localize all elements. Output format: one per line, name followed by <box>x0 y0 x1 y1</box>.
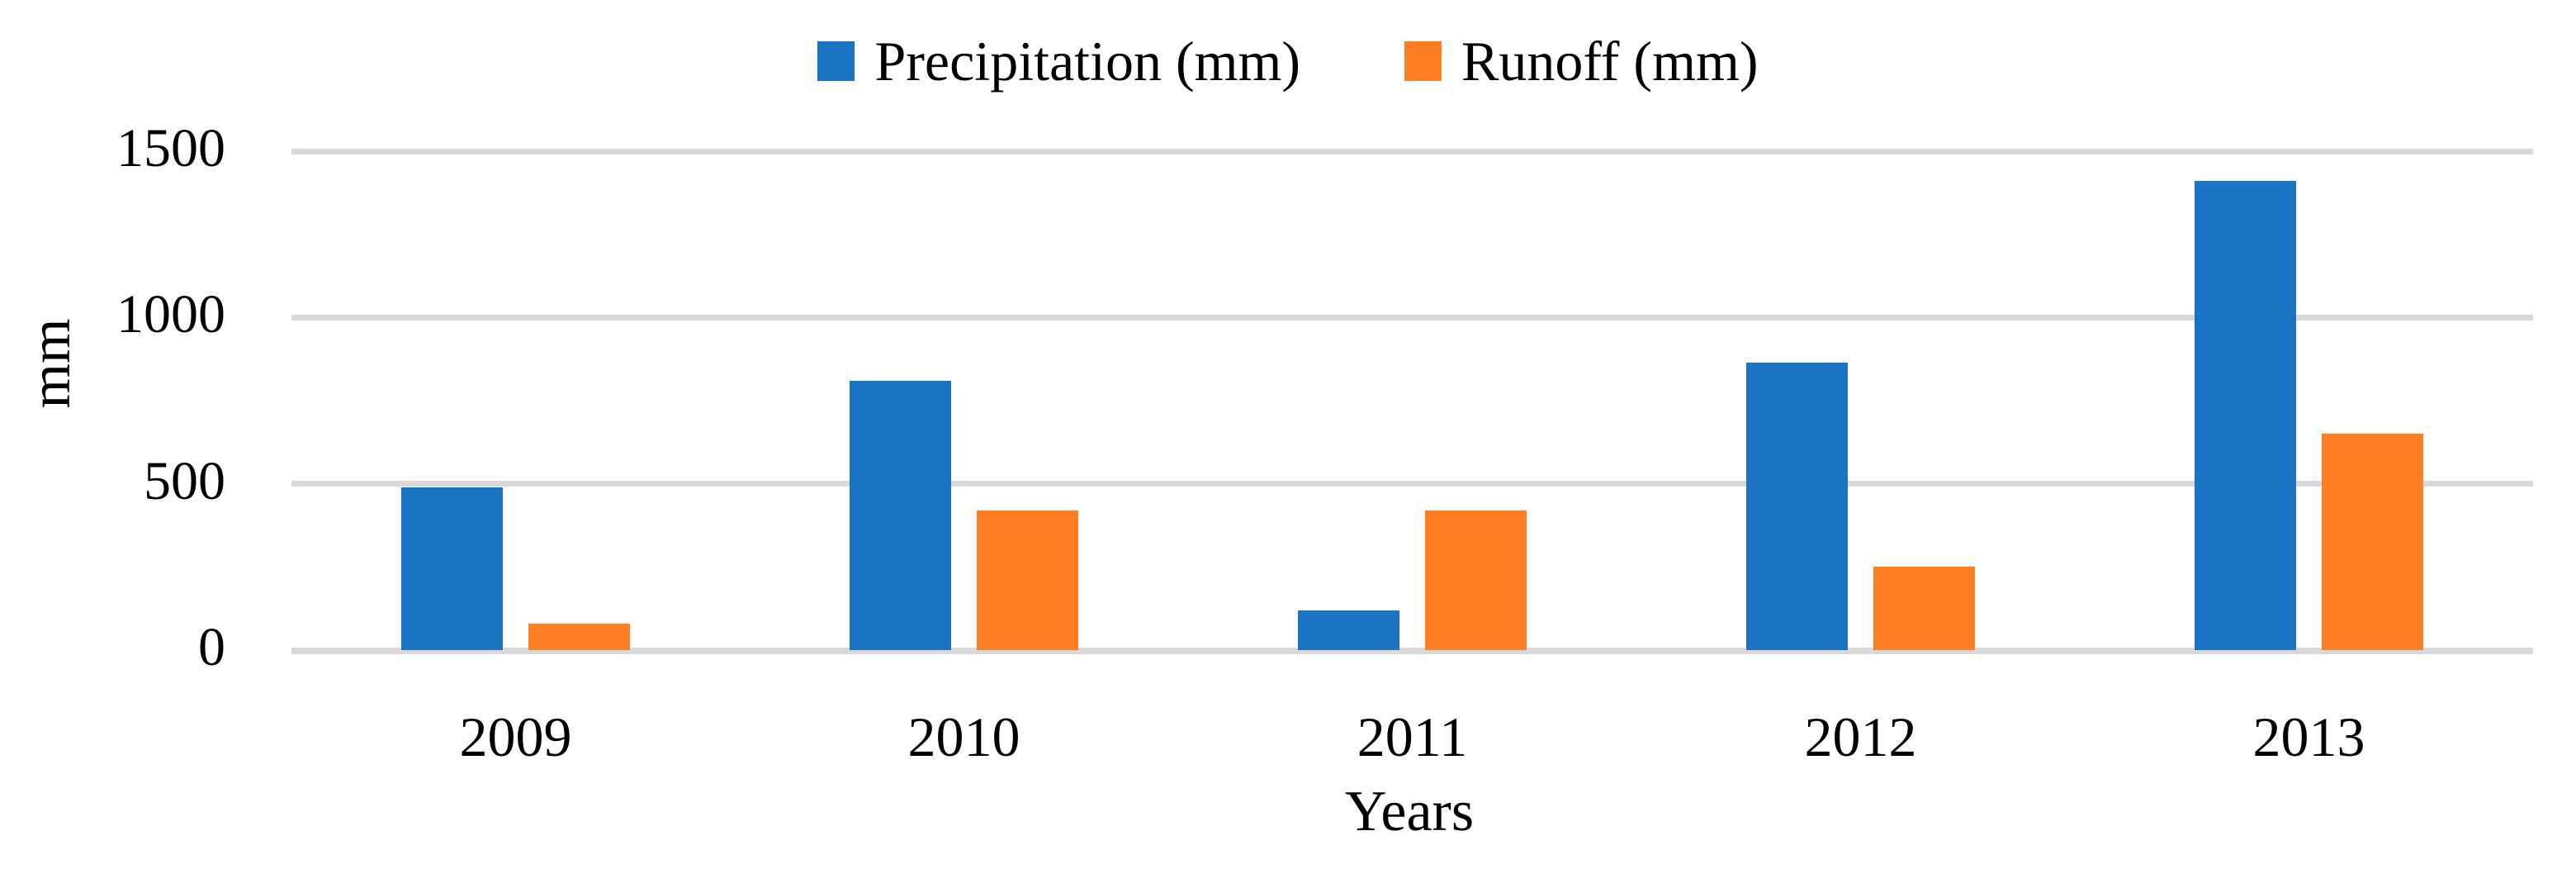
gridline-1500 <box>291 148 2533 154</box>
y-tick-label-1500: 1500 <box>116 118 225 178</box>
x-tick-label-2012: 2012 <box>1804 705 1917 768</box>
bar-runoff-2009 <box>528 623 630 650</box>
precipitation-swatch-icon <box>817 41 855 81</box>
x-tick-label-2011: 2011 <box>1357 705 1468 768</box>
bar-precipitation-2009 <box>401 487 503 650</box>
x-axis-title: Years <box>1344 780 1475 843</box>
legend-item-runoff: Runoff (mm) <box>1404 33 1759 89</box>
x-axis-line <box>291 647 2533 654</box>
x-tick-label-2013: 2013 <box>2252 705 2365 768</box>
legend: Precipitation (mm) Runoff (mm) <box>0 28 2576 94</box>
bar-precipitation-2011 <box>1298 610 1399 650</box>
bar-runoff-2011 <box>1425 510 1527 650</box>
bar-runoff-2012 <box>1873 567 1975 650</box>
bar-precipitation-2013 <box>2195 181 2296 650</box>
y-tick-label-1000: 1000 <box>116 284 225 345</box>
bar-runoff-2013 <box>2322 434 2423 650</box>
gridline-500 <box>291 481 2533 487</box>
x-tick-label-2010: 2010 <box>907 705 1020 768</box>
y-tick-label-0: 0 <box>198 617 225 677</box>
y-tick-label-500: 500 <box>144 450 225 511</box>
bar-runoff-2010 <box>977 510 1078 650</box>
bar-precipitation-2010 <box>850 380 951 650</box>
bar-precipitation-2012 <box>1746 362 1848 650</box>
x-tick-label-2009: 2009 <box>459 705 572 768</box>
legend-item-precipitation: Precipitation (mm) <box>817 33 1300 89</box>
runoff-swatch-icon <box>1404 41 1442 81</box>
gridline-1000 <box>291 314 2533 321</box>
legend-label-precipitation: Precipitation (mm) <box>874 30 1301 93</box>
legend-label-runoff: Runoff (mm) <box>1461 30 1759 93</box>
